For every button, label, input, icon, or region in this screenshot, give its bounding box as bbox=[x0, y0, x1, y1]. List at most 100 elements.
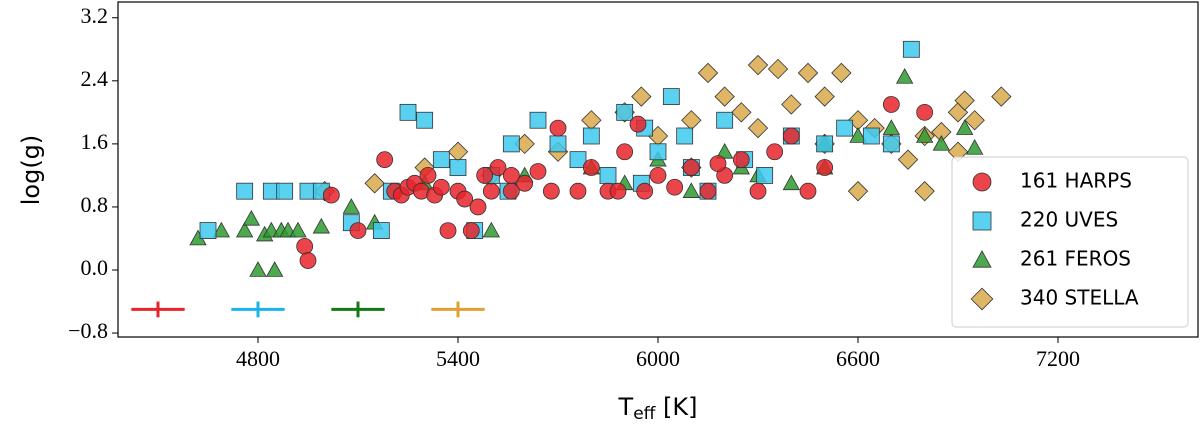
square-marker bbox=[199, 222, 217, 239]
square-marker bbox=[862, 127, 880, 145]
triangle-marker bbox=[482, 221, 501, 238]
diamond-marker bbox=[831, 62, 852, 84]
square-marker bbox=[529, 111, 547, 129]
circle-marker bbox=[732, 151, 750, 169]
triangle-marker bbox=[342, 198, 361, 214]
circle-marker bbox=[419, 167, 437, 184]
triangle-marker bbox=[782, 174, 801, 191]
circle-marker bbox=[636, 182, 654, 200]
diamond-marker bbox=[897, 149, 919, 170]
triangle-marker bbox=[915, 127, 934, 143]
circle-marker bbox=[299, 252, 317, 269]
y-axis-label: log(g) bbox=[17, 135, 45, 206]
circle-marker bbox=[296, 237, 314, 255]
circle-marker bbox=[799, 182, 817, 200]
circle-marker bbox=[549, 119, 567, 137]
legend-label: 340 STELLA bbox=[1020, 286, 1139, 310]
circle-marker bbox=[749, 182, 767, 200]
y-tick-label: 0.0 bbox=[81, 255, 109, 280]
triangle-marker bbox=[965, 138, 984, 155]
triangle-marker bbox=[289, 221, 307, 238]
diamond-marker bbox=[747, 117, 769, 139]
y-tick-label: 0.8 bbox=[81, 192, 109, 217]
square-marker bbox=[716, 111, 734, 129]
legend-label: 220 UVES bbox=[1020, 208, 1118, 232]
circle-marker bbox=[699, 182, 717, 200]
circle-marker bbox=[649, 167, 667, 184]
circle-marker bbox=[916, 103, 934, 121]
diamond-marker bbox=[747, 54, 769, 76]
square-marker bbox=[662, 88, 680, 105]
diamond-marker bbox=[681, 110, 702, 131]
diamond-marker bbox=[581, 110, 602, 131]
legend: 161 HARPS 220 UVES 261 FEROS 340 STELLA bbox=[951, 156, 1189, 328]
diamond-marker bbox=[714, 86, 735, 107]
circle-marker bbox=[782, 127, 800, 145]
y-tick-label: 2.4 bbox=[81, 66, 109, 91]
circle-marker bbox=[322, 186, 340, 204]
diamond-marker bbox=[364, 173, 385, 194]
circle-marker bbox=[482, 182, 500, 200]
triangle-marker bbox=[849, 127, 867, 143]
triangle-marker bbox=[715, 142, 734, 159]
square-marker bbox=[582, 127, 600, 145]
circle-marker bbox=[582, 159, 600, 176]
circle-marker bbox=[542, 182, 560, 200]
triangle-marker bbox=[882, 119, 901, 135]
square-marker bbox=[449, 159, 467, 176]
x-tick-label: 7200 bbox=[1036, 346, 1080, 371]
triangle-marker bbox=[955, 119, 974, 135]
square-marker bbox=[372, 222, 390, 239]
circle-marker bbox=[456, 190, 474, 208]
triangle-marker bbox=[242, 209, 261, 226]
diamond-marker bbox=[797, 62, 819, 84]
diamond-marker bbox=[814, 86, 835, 107]
x-tick-label: 4800 bbox=[236, 346, 280, 371]
square-marker bbox=[816, 135, 834, 153]
x-label-main: T bbox=[618, 393, 634, 421]
diamond-marker bbox=[964, 110, 985, 131]
square-marker bbox=[236, 182, 254, 200]
diamond-marker bbox=[781, 94, 802, 115]
square-marker bbox=[276, 182, 294, 200]
x-axis-label: Teff [K] bbox=[618, 393, 698, 424]
diamond-marker bbox=[970, 287, 994, 311]
diamond-marker bbox=[447, 141, 469, 162]
square-marker bbox=[836, 119, 854, 137]
circle-marker bbox=[376, 151, 394, 169]
diamond-marker bbox=[847, 181, 869, 202]
diamond-marker bbox=[914, 181, 935, 202]
circle-marker bbox=[489, 159, 507, 176]
circle-marker bbox=[476, 167, 494, 184]
circle-marker bbox=[682, 159, 700, 176]
square-marker bbox=[432, 151, 450, 169]
circle-marker bbox=[349, 222, 367, 239]
square-marker bbox=[616, 103, 634, 121]
y-tick-label: 1.6 bbox=[81, 129, 109, 154]
circle-marker bbox=[502, 167, 520, 184]
diamond-marker bbox=[631, 86, 652, 107]
y-tick-label: 3.2 bbox=[81, 3, 109, 28]
square-marker bbox=[599, 167, 617, 184]
legend-label: 161 HARPS bbox=[1020, 169, 1132, 193]
circle-marker bbox=[432, 178, 450, 196]
diamond-marker bbox=[767, 58, 789, 80]
circle-marker bbox=[529, 163, 547, 180]
circle-marker bbox=[516, 174, 534, 192]
square-marker bbox=[569, 151, 587, 169]
circle-marker bbox=[666, 178, 684, 196]
circle-marker bbox=[569, 182, 587, 200]
x-tick-label: 5400 bbox=[436, 346, 480, 371]
x-label-sub: eff bbox=[633, 404, 656, 424]
square-marker bbox=[502, 135, 520, 153]
square-marker bbox=[649, 143, 667, 161]
diamond-marker bbox=[991, 86, 1012, 107]
diamond-marker bbox=[954, 90, 975, 111]
y-tick-label: −0.8 bbox=[68, 318, 108, 343]
triangle-marker bbox=[265, 261, 284, 277]
circle-marker bbox=[816, 159, 834, 176]
x-label-unit: [K] bbox=[655, 393, 697, 421]
circle-marker bbox=[616, 143, 634, 161]
square-marker bbox=[902, 40, 920, 58]
